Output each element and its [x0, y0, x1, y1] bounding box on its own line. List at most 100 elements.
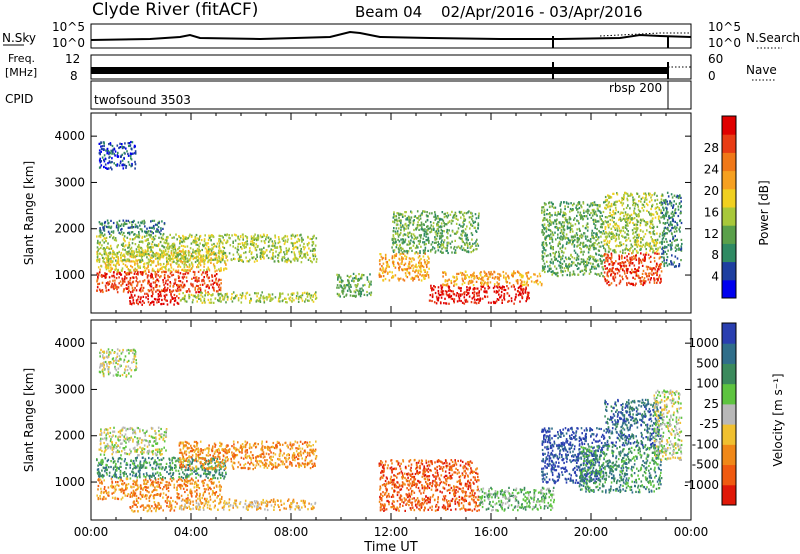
data-cell: [205, 250, 208, 253]
data-cell: [125, 283, 128, 286]
data-cell: [263, 246, 265, 249]
data-cell: [547, 265, 549, 268]
data-cell: [644, 255, 646, 258]
data-cell: [105, 225, 108, 228]
data-cell: [644, 280, 647, 283]
data-cell: [306, 251, 308, 254]
data-cell: [127, 152, 129, 155]
data-cell: [586, 229, 589, 232]
data-cell: [138, 254, 141, 257]
data-cell: [453, 232, 456, 235]
data-cell: [157, 270, 160, 273]
data-cell: [547, 254, 549, 257]
data-cell: [286, 260, 288, 263]
data-cell: [134, 223, 137, 226]
data-cell: [118, 276, 120, 279]
data-cell: [446, 279, 449, 282]
data-cell: [137, 266, 140, 269]
data-cell: [108, 151, 110, 154]
data-cell: [628, 261, 630, 264]
data-cell: [581, 235, 584, 238]
data-cell: [615, 200, 617, 203]
data-cell: [267, 236, 270, 239]
data-cell: [199, 234, 202, 238]
data-cell: [656, 273, 658, 277]
data-cell: [144, 249, 147, 252]
data-cell: [638, 215, 640, 218]
data-cell: [408, 220, 410, 223]
data-cell: [222, 245, 224, 248]
data-cell: [127, 246, 129, 249]
data-cell: [113, 282, 116, 285]
data-cell: [398, 263, 400, 266]
data-cell: [589, 246, 592, 249]
data-cell: [188, 259, 190, 262]
data-cell: [124, 264, 127, 267]
data-cell: [477, 298, 479, 301]
data-cell: [607, 269, 610, 272]
data-cell: [288, 259, 291, 262]
data-cell: [470, 251, 472, 254]
data-cell: [562, 225, 565, 228]
data-cell: [116, 271, 119, 274]
data-cell: [510, 300, 513, 303]
data-cell: [152, 288, 155, 291]
data-cell: [403, 241, 406, 244]
data-cell: [497, 283, 500, 286]
data-cell: [217, 290, 219, 293]
data-cell: [647, 278, 650, 281]
data-cell: [169, 245, 172, 248]
data-cell: [554, 211, 557, 214]
data-cell: [437, 299, 439, 302]
data-cell: [446, 211, 449, 215]
data-cell: [568, 217, 571, 220]
data-cell: [543, 262, 546, 265]
data-cell: [606, 259, 609, 262]
data-cell: [114, 264, 117, 267]
data-cell: [150, 220, 152, 223]
data-cell: [207, 298, 210, 301]
data-cell: [577, 255, 580, 258]
data-cell: [510, 297, 513, 300]
data-cell: [581, 242, 584, 245]
data-cell: [382, 256, 384, 260]
data-cell: [138, 289, 141, 292]
data-cell: [234, 239, 237, 242]
data-cell: [172, 285, 174, 288]
data-cell: [101, 233, 103, 236]
data-cell: [474, 220, 476, 223]
data-cell: [284, 241, 286, 244]
data-cell: [445, 284, 448, 287]
data-cell: [465, 234, 468, 237]
data-cell: [596, 214, 598, 217]
data-cell: [468, 276, 470, 279]
data-cell: [124, 222, 127, 226]
data-cell: [541, 231, 543, 234]
data-cell: [274, 296, 277, 299]
data-cell: [102, 228, 105, 231]
data-cell: [610, 196, 613, 199]
data-cell: [442, 293, 445, 296]
data-cell: [144, 251, 146, 254]
data-cell: [127, 226, 130, 229]
data-cell: [221, 241, 223, 244]
data-cell: [129, 260, 131, 263]
data-cell: [129, 296, 131, 299]
data-cell: [592, 211, 595, 214]
data-cell: [488, 271, 490, 274]
data-cell: [407, 250, 410, 253]
data-cell: [165, 279, 167, 282]
data-cell: [135, 299, 138, 302]
data-cell: [287, 238, 289, 241]
data-cell: [467, 245, 469, 248]
data-cell: [626, 269, 628, 272]
data-cell: [447, 232, 449, 235]
data-cell: [102, 260, 104, 263]
data-cell: [450, 281, 453, 285]
data-cell: [166, 303, 169, 306]
data-cell: [472, 220, 474, 223]
data-cell: [607, 202, 610, 205]
data-cell: [281, 237, 284, 241]
data-cell: [501, 299, 503, 302]
data-cell: [136, 251, 138, 254]
